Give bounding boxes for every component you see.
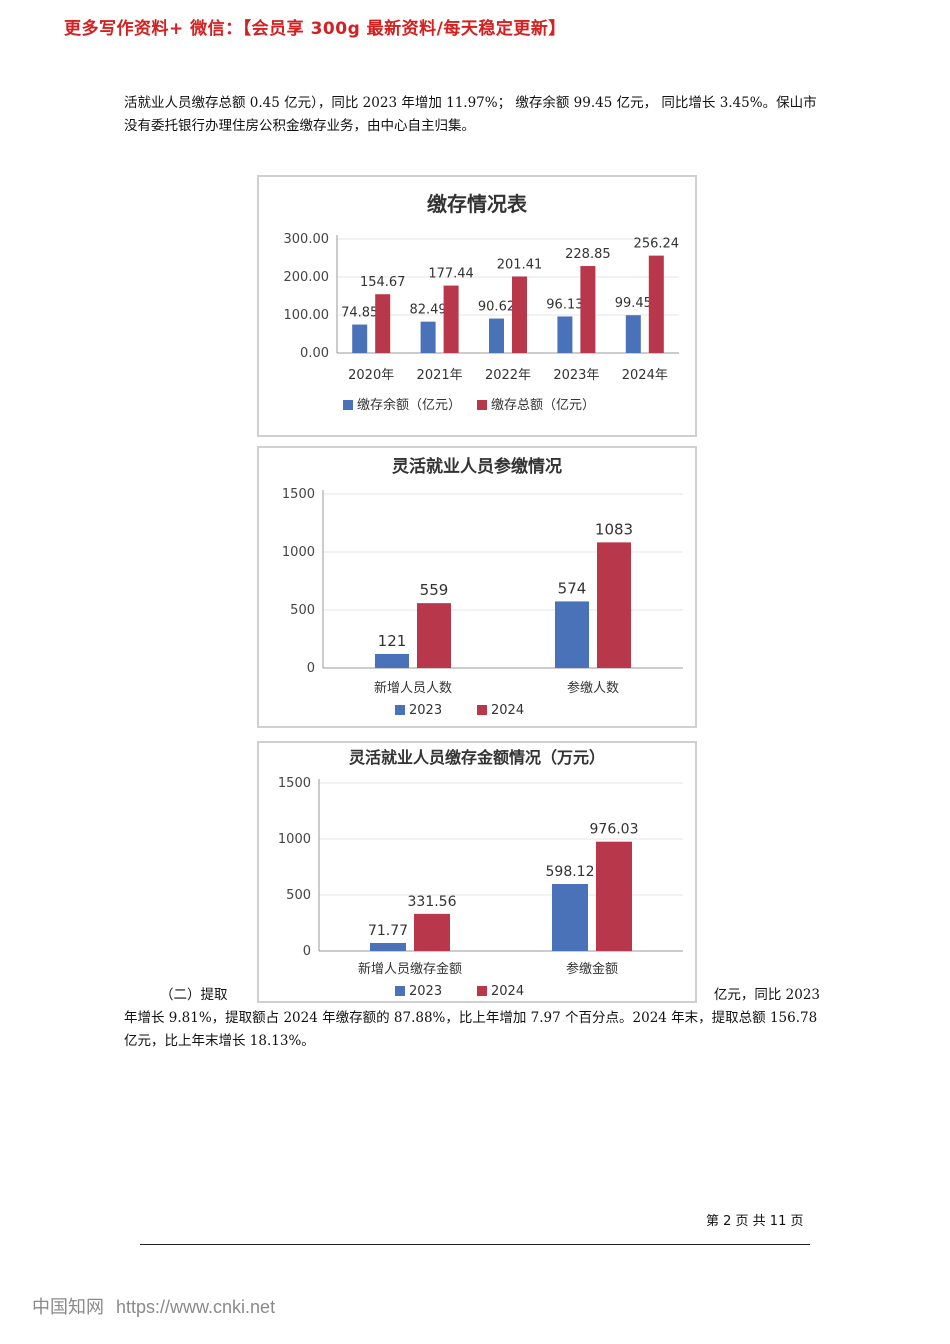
legend-swatch (477, 986, 487, 996)
category-label: 2020年 (348, 368, 394, 383)
data-label: 331.56 (408, 894, 457, 910)
y-tick-label: 1000 (282, 545, 315, 560)
chart-title: 缴存情况表 (427, 192, 528, 216)
data-label: 90.62 (478, 300, 515, 315)
legend-swatch (395, 705, 405, 715)
data-label: 154.67 (360, 275, 406, 290)
bar-red (648, 255, 664, 353)
bar-red (596, 841, 632, 951)
bar-blue (375, 653, 409, 668)
category-label: 新增人员缴存金额 (358, 961, 462, 977)
bar-blue (552, 884, 588, 951)
chart-flexible-participants: 灵活就业人员参缴情况 0 500 1000 1500 121 559 新增人员人数 574 108… (257, 446, 697, 728)
brand-url: https://www.cnki.net (116, 1297, 276, 1317)
category-label: 2022年 (485, 368, 531, 383)
chart-flexible-amount: 灵活就业人员缴存金额情况（万元） 0 500 1000 1500 71.77 331.56 新… (257, 741, 697, 1003)
y-tick-label: 0 (303, 944, 311, 959)
data-label: 71.77 (368, 923, 408, 939)
y-tick-label: 300.00 (284, 232, 330, 247)
withdrawal-fragment: 亿元，同比 2023 (713, 987, 820, 1003)
y-tick-label: 500 (290, 603, 315, 618)
bar-red (375, 294, 391, 353)
category-label: 参缴金额 (566, 961, 618, 977)
chart-deposit-overview: 缴存情况表 0.00 100.00 200.00 300.00 74.85 154.67 20… (257, 175, 697, 437)
data-label: 74.85 (341, 306, 378, 321)
bar-blue (420, 321, 436, 353)
paragraph-withdrawal: （二）提取 亿元，同比 2023 年增长 9.81%，提取额占 2024 年缴存… (124, 984, 824, 1053)
y-tick-label: 100.00 (284, 308, 330, 323)
legend: 2023 2024 (395, 984, 524, 999)
bar-blue (557, 316, 573, 353)
y-tick-label: 1500 (282, 487, 315, 502)
legend-label: 2023 (409, 984, 442, 999)
data-label: 96.13 (546, 297, 583, 312)
category-label: 2021年 (417, 368, 463, 383)
y-tick-label: 0.00 (300, 346, 329, 361)
category-label: 2023年 (553, 368, 599, 383)
withdrawal-text: 年增长 9.81%，提取额占 2024 年缴存额的 87.88%，比上年增加 7… (124, 1010, 818, 1049)
brand-name: 中国知网 (32, 1297, 104, 1317)
bar-red (414, 913, 450, 951)
category-label: 新增人员人数 (374, 680, 452, 696)
bar-blue (370, 942, 406, 951)
chart-flexible-participants-svg: 灵活就业人员参缴情况 0 500 1000 1500 121 559 新增人员人数 574 108… (282, 456, 683, 718)
legend-label: 2023 (409, 703, 442, 718)
data-label: 228.85 (565, 247, 611, 262)
category-label: 2024年 (622, 368, 668, 383)
y-tick-label: 1500 (278, 776, 311, 791)
y-tick-label: 1000 (278, 832, 311, 847)
bar-red (597, 542, 631, 668)
data-label: 574 (558, 579, 587, 597)
y-tick-label: 200.00 (284, 270, 330, 285)
chart-title: 灵活就业人员参缴情况 (392, 456, 562, 477)
legend-label: 缴存总额（亿元） (491, 398, 595, 413)
data-label: 559 (420, 581, 449, 599)
legend-swatch (477, 400, 487, 410)
bar-red (443, 285, 459, 353)
data-label: 121 (378, 632, 407, 650)
legend-label: 缴存余额（亿元） (357, 397, 461, 413)
data-label: 256.24 (634, 237, 680, 252)
data-label: 99.45 (615, 296, 652, 311)
promo-banner: 更多写作资料+ 微信：【会员享 300g 最新资料/每天稳定更新】 (64, 19, 566, 39)
footer-divider (140, 1244, 810, 1245)
bar-red (512, 276, 527, 353)
footer-watermark: 中国知网 https://www.cnki.net (32, 1293, 275, 1319)
bar-red (417, 603, 451, 668)
legend-swatch (395, 986, 405, 996)
bar-blue (555, 601, 589, 668)
bar-red (580, 266, 596, 353)
withdrawal-heading: （二）提取 (160, 987, 228, 1003)
legend: 2023 2024 (395, 703, 524, 718)
y-tick-label: 0 (307, 661, 315, 676)
legend-swatch (477, 705, 487, 715)
category-label: 参缴人数 (567, 680, 619, 696)
bar-blue (489, 318, 504, 353)
data-label: 1083 (595, 520, 633, 538)
legend-label: 2024 (491, 703, 524, 718)
data-label: 976.03 (590, 822, 639, 838)
legend-swatch (343, 400, 353, 410)
data-label: 201.41 (497, 257, 543, 272)
chart-title: 灵活就业人员缴存金额情况（万元） (349, 748, 605, 767)
page-number: 第 2 页 共 11 页 (706, 1214, 804, 1229)
data-label: 177.44 (428, 267, 474, 282)
data-label: 598.12 (546, 864, 595, 880)
y-tick-label: 500 (286, 888, 311, 903)
chart-deposit-overview-svg: 缴存情况表 0.00 100.00 200.00 300.00 74.85 154.67 20… (284, 192, 680, 413)
paragraph-deposit-summary: 活就业人员缴存总额 0.45 亿元），同比 2023 年增加 11.97%； 缴… (124, 95, 817, 134)
data-label: 82.49 (409, 303, 446, 318)
legend: 缴存余额（亿元） 缴存总额（亿元） (343, 397, 595, 413)
bar-blue (625, 315, 641, 353)
bar-blue (352, 324, 368, 353)
legend-label: 2024 (491, 984, 524, 999)
